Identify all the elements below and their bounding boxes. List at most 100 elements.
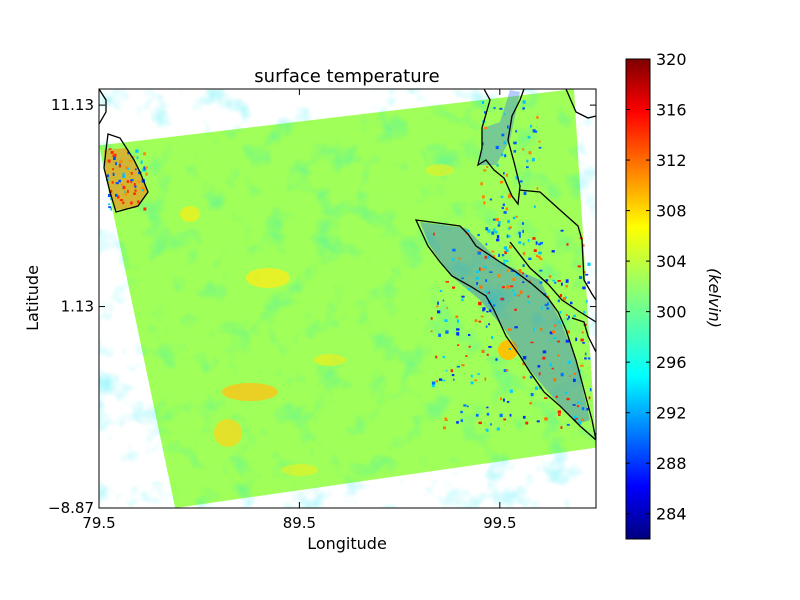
land-speckle (514, 293, 516, 296)
land-speckle (534, 249, 537, 252)
land-speckle (482, 350, 485, 353)
land-speckle (121, 184, 124, 186)
land-speckle (496, 218, 499, 221)
land-speckle (130, 181, 132, 183)
land-speckle (440, 290, 442, 292)
land-speckle (514, 150, 517, 153)
land-speckle (552, 331, 555, 334)
land-speckle (488, 323, 490, 325)
land-speckle (478, 302, 482, 306)
land-speckle (115, 194, 118, 197)
land-speckle (431, 330, 433, 332)
land-speckle (476, 271, 479, 273)
land-speckle (575, 338, 577, 341)
land-speckle (493, 229, 495, 232)
land-speckle (566, 279, 569, 283)
land-speckle (506, 285, 509, 288)
land-speckle (520, 291, 523, 294)
land-speckle (482, 101, 484, 104)
land-speckle (544, 397, 547, 399)
y-tick-label: −8.87 (48, 499, 94, 517)
land-speckle (546, 279, 549, 281)
land-speckle (567, 243, 569, 246)
land-speckle (442, 380, 445, 382)
land-speckle (503, 172, 505, 175)
land-speckle (566, 398, 569, 400)
land-speckle (509, 226, 512, 229)
land-speckle (510, 286, 513, 288)
land-speckle (535, 387, 538, 390)
land-speckle (538, 243, 541, 245)
land-speckle (558, 410, 561, 413)
land-speckle (516, 216, 519, 218)
warm-patch (214, 419, 242, 447)
land-speckle (540, 258, 543, 260)
land-speckle (585, 274, 588, 276)
land-speckle (491, 251, 494, 253)
land-speckle (479, 250, 482, 252)
land-speckle (127, 168, 129, 170)
land-speckle (566, 340, 569, 343)
land-speckle (461, 419, 463, 422)
x-axis-label: Longitude (307, 534, 387, 553)
land-speckle (519, 235, 521, 238)
land-speckle (561, 426, 563, 429)
land-speckle (526, 166, 529, 168)
land-speckle (508, 328, 512, 330)
land-speckle (582, 342, 585, 344)
land-speckle (509, 348, 511, 350)
land-speckle (531, 342, 534, 344)
land-speckle (498, 254, 500, 257)
land-speckle (490, 423, 492, 425)
land-speckle (528, 136, 531, 138)
land-speckle (491, 336, 493, 339)
land-speckle (484, 127, 487, 129)
land-speckle (498, 221, 500, 224)
land-speckle (539, 147, 542, 149)
land-speckle (116, 182, 119, 184)
land-speckle (522, 222, 524, 225)
land-speckle (456, 421, 459, 424)
land-speckle (504, 211, 507, 214)
land-speckle (138, 181, 140, 183)
y-tick-label: 1.13 (61, 298, 94, 316)
land-speckle (109, 148, 112, 150)
land-speckle (133, 193, 136, 195)
land-speckle (502, 196, 504, 198)
land-speckle (533, 328, 535, 331)
land-speckle (530, 125, 532, 127)
land-speckle (554, 282, 556, 284)
land-speckle (553, 378, 556, 381)
land-speckle (115, 162, 117, 165)
land-speckle (481, 316, 484, 318)
land-speckle (512, 290, 514, 292)
land-speckle (135, 169, 137, 171)
land-speckle (507, 220, 510, 223)
land-speckle (561, 230, 564, 232)
land-speckle (497, 274, 500, 277)
land-speckle (443, 300, 445, 302)
land-speckle (532, 158, 535, 162)
land-speckle (474, 380, 477, 382)
land-speckle (523, 243, 525, 246)
land-speckle (582, 287, 585, 290)
land-speckle (130, 202, 133, 205)
land-speckle (523, 100, 526, 103)
land-speckle (485, 429, 488, 431)
land-speckle (515, 130, 517, 132)
land-speckle (579, 276, 582, 279)
land-speckle (487, 354, 489, 356)
land-speckle (506, 208, 508, 211)
land-speckle (566, 314, 568, 316)
land-speckle (514, 309, 517, 311)
land-speckle (468, 288, 470, 290)
land-speckle (137, 156, 139, 159)
land-speckle (485, 227, 488, 230)
land-speckle (461, 296, 464, 298)
land-speckle (486, 243, 488, 245)
land-speckle (467, 230, 470, 232)
land-speckle (432, 382, 435, 385)
land-speckle (431, 317, 433, 320)
land-speckle (589, 396, 591, 399)
